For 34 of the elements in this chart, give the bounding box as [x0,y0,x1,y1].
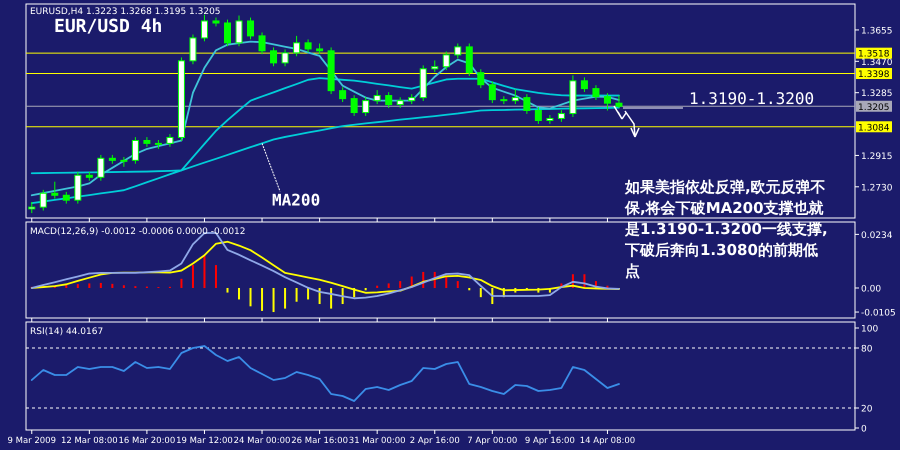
y-tick-label: 0 [861,424,867,434]
x-tick-label: 14 Apr 08:00 [580,436,636,446]
y-tick-label: -0.0105 [861,308,896,319]
y-tick-label: 80 [861,344,873,354]
x-tick-label: 12 Mar 08:00 [60,436,118,446]
x-tick-label: 2 Apr 16:00 [410,436,460,446]
y-tick-label: 0.00 [861,284,882,294]
y-tick-label: 1.2915 [861,152,892,162]
y-tick-label: 1.2730 [861,183,893,194]
text: EUR/USD 4h [54,16,162,37]
chart-subtitle: EURUSD,H4 1.3223 1.3268 1.3195 1.3205 [30,7,221,17]
x-tick-label: 7 Apr 00:00 [467,436,518,446]
y-tick-label: 100 [861,324,878,334]
x-tick-label: 16 Mar 20:00 [118,436,176,446]
annotation: 如果美指依处反弹,欧元反弹不保,将会下破MA200支撑也就是1.3190-1.3200一线支撑,下破后奔向1.3080的前期低点 [624,178,828,280]
annotation: MA200 [272,190,320,210]
annotation: 1.3190-1.3200 [688,88,814,108]
x-tick-label: 9 Apr 16:00 [524,436,575,446]
y-tick-label: 1.3470 [861,58,893,68]
x-tick-label: 19 Mar 12:00 [176,436,233,446]
y-tick-label: 1.3655 [861,26,892,36]
text: RSI(14) 44.0167 [30,327,104,337]
text: MACD(12,26,9) -0.0012 -0.0006 0.0000 -0.0012 [30,227,246,237]
y-tick-label: 1.3285 [861,89,892,100]
ref-line-label: 1.3398 [858,70,890,80]
ref-line-label: 1.3518 [858,50,890,60]
x-tick-label: 9 Mar 2009 [8,436,56,446]
y-tick-label: 20 [861,404,873,414]
x-tick-label: 24 Mar 00:00 [234,436,290,446]
ref-line-label: 1.3084 [858,123,890,134]
y-tick-label: 0.0234 [861,230,893,241]
ref-line-label: 1.3205 [858,102,890,113]
x-tick-label: 31 Mar 00:00 [348,436,406,446]
x-tick-label: 26 Mar 16:00 [291,436,348,446]
